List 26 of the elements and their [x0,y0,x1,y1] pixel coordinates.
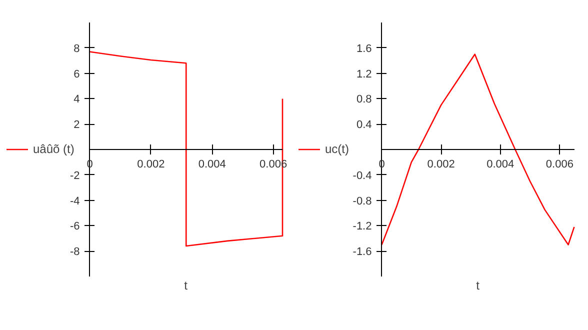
y-tick-label: -6 [70,220,80,233]
x-tick-label: 0.004 [198,158,226,170]
y-tick-label: -2 [70,170,80,182]
legend-label: uâûõ (t) [33,142,74,156]
x-axis-title: t [184,278,188,292]
y-tick-label: -1.2 [352,220,372,233]
y-tick-label: 1.2 [356,68,372,80]
legend-label: uc(t) [325,142,349,156]
y-tick-label: 6 [74,68,80,80]
y-tick-label: 1.6 [356,42,372,55]
x-tick-label: 0.002 [427,158,455,170]
y-tick-label: -0.8 [352,195,372,208]
x-tick-label: 0.006 [546,158,574,170]
y-tick-label: -4 [70,195,80,208]
y-tick-label: 8 [74,42,80,55]
y-tick-label: -1.6 [352,246,372,258]
y-tick-label: -8 [70,246,80,258]
line-series [381,54,575,246]
y-tick-label: 0.4 [356,119,372,132]
x-axis-title: t [476,278,480,292]
y-tick-label: 2 [74,119,80,132]
y-tick-label: -0.4 [352,170,372,182]
x-tick-label: 0.002 [137,158,165,170]
y-tick-label: 4 [74,94,80,106]
x-tick-label: 0.004 [486,158,514,170]
y-tick-label: 0.8 [356,94,372,106]
